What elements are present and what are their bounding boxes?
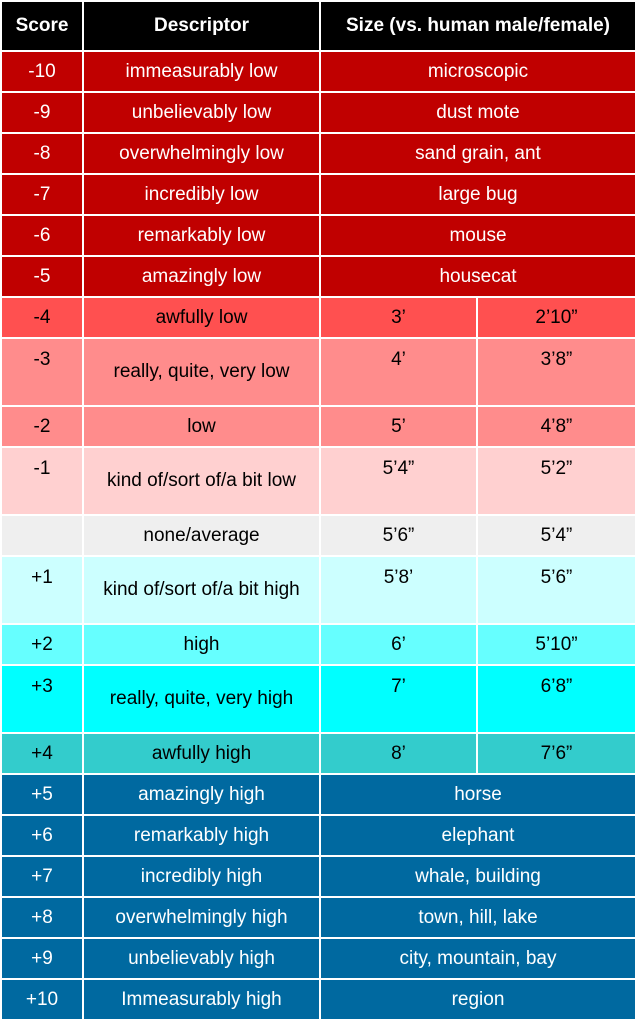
table-row: +4 awfully high 8’ 7’6” [2,734,635,775]
header-row: Score Descriptor Size (vs. human male/fe… [2,2,635,52]
descriptor-cell: incredibly low [84,175,321,216]
table-row: -8 overwhelmingly low sand grain, ant [2,134,635,175]
male-size-cell: 8’ [321,734,478,775]
score-cell: -1 [2,448,84,516]
table-row: -9 unbelievably low dust mote [2,93,635,134]
descriptor-cell: remarkably high [84,816,321,857]
score-cell: -6 [2,216,84,257]
score-cell: +8 [2,898,84,939]
score-cell: -4 [2,298,84,339]
score-cell: +3 [2,666,84,734]
descriptor-cell: low [84,407,321,448]
male-size-cell: 7’ [321,666,478,734]
female-size-cell: 4’8” [478,407,635,448]
descriptor-cell: amazingly low [84,257,321,298]
score-header: Score [2,2,84,52]
descriptor-cell: awfully low [84,298,321,339]
descriptor-cell: kind of/sort of/a bit low [84,448,321,516]
score-cell: +10 [2,980,84,1021]
size-cell: microscopic [321,52,635,93]
descriptor-cell: remarkably low [84,216,321,257]
female-size-cell: 3’8” [478,339,635,407]
male-size-cell: 4’ [321,339,478,407]
table-row: -5 amazingly low housecat [2,257,635,298]
size-cell: housecat [321,257,635,298]
descriptor-header: Descriptor [84,2,321,52]
score-cell: +5 [2,775,84,816]
table-row: +9 unbelievably high city, mountain, bay [2,939,635,980]
table-row: +5 amazingly high horse [2,775,635,816]
descriptor-cell: high [84,625,321,666]
descriptor-cell: really, quite, very high [84,666,321,734]
size-cell: elephant [321,816,635,857]
size-cell: town, hill, lake [321,898,635,939]
female-size-cell: 7’6” [478,734,635,775]
descriptor-cell: incredibly high [84,857,321,898]
size-cell: mouse [321,216,635,257]
size-cell: large bug [321,175,635,216]
size-cell: dust mote [321,93,635,134]
table-row: +8 overwhelmingly high town, hill, lake [2,898,635,939]
table-row: +3 really, quite, very high 7’ 6’8” [2,666,635,734]
size-cell: horse [321,775,635,816]
score-cell: -10 [2,52,84,93]
descriptor-cell: Immeasurably high [84,980,321,1021]
descriptor-cell: really, quite, very low [84,339,321,407]
table-row: -2 low 5’ 4’8” [2,407,635,448]
female-size-cell: 2’10” [478,298,635,339]
table-row: +6 remarkably high elephant [2,816,635,857]
male-size-cell: 5’4” [321,448,478,516]
descriptor-cell: overwhelmingly high [84,898,321,939]
score-cell: +7 [2,857,84,898]
male-size-cell: 6’ [321,625,478,666]
table-row: none/average 5’6” 5’4” [2,516,635,557]
score-cell: +9 [2,939,84,980]
descriptor-cell: awfully high [84,734,321,775]
male-size-cell: 5’6” [321,516,478,557]
size-cell: city, mountain, bay [321,939,635,980]
size-header: Size (vs. human male/female) [321,2,635,52]
descriptor-cell: unbelievably high [84,939,321,980]
descriptor-cell: amazingly high [84,775,321,816]
descriptor-cell: unbelievably low [84,93,321,134]
female-size-cell: 5’4” [478,516,635,557]
female-size-cell: 5’10” [478,625,635,666]
female-size-cell: 6’8” [478,666,635,734]
size-cell: region [321,980,635,1021]
female-size-cell: 5’2” [478,448,635,516]
score-cell: +2 [2,625,84,666]
score-cell [2,516,84,557]
table-row: -4 awfully low 3’ 2’10” [2,298,635,339]
table-row: +1 kind of/sort of/a bit high 5’8’ 5’6” [2,557,635,625]
score-cell: -7 [2,175,84,216]
size-cell: whale, building [321,857,635,898]
score-cell: -2 [2,407,84,448]
male-size-cell: 5’ [321,407,478,448]
male-size-cell: 5’8’ [321,557,478,625]
descriptor-cell: none/average [84,516,321,557]
table-row: -1 kind of/sort of/a bit low 5’4” 5’2” [2,448,635,516]
male-size-cell: 3’ [321,298,478,339]
descriptor-cell: overwhelmingly low [84,134,321,175]
table-row: -6 remarkably low mouse [2,216,635,257]
table-row: -3 really, quite, very low 4’ 3’8” [2,339,635,407]
score-cell: -5 [2,257,84,298]
table-row: +10 Immeasurably high region [2,980,635,1021]
score-cell: +1 [2,557,84,625]
table-row: +2 high 6’ 5’10” [2,625,635,666]
female-size-cell: 5’6” [478,557,635,625]
table-row: -10 immeasurably low microscopic [2,52,635,93]
score-cell: -9 [2,93,84,134]
descriptor-cell: immeasurably low [84,52,321,93]
score-cell: +6 [2,816,84,857]
descriptor-cell: kind of/sort of/a bit high [84,557,321,625]
size-cell: sand grain, ant [321,134,635,175]
table-row: -7 incredibly low large bug [2,175,635,216]
table-row: +7 incredibly high whale, building [2,857,635,898]
score-cell: -3 [2,339,84,407]
score-cell: -8 [2,134,84,175]
score-cell: +4 [2,734,84,775]
